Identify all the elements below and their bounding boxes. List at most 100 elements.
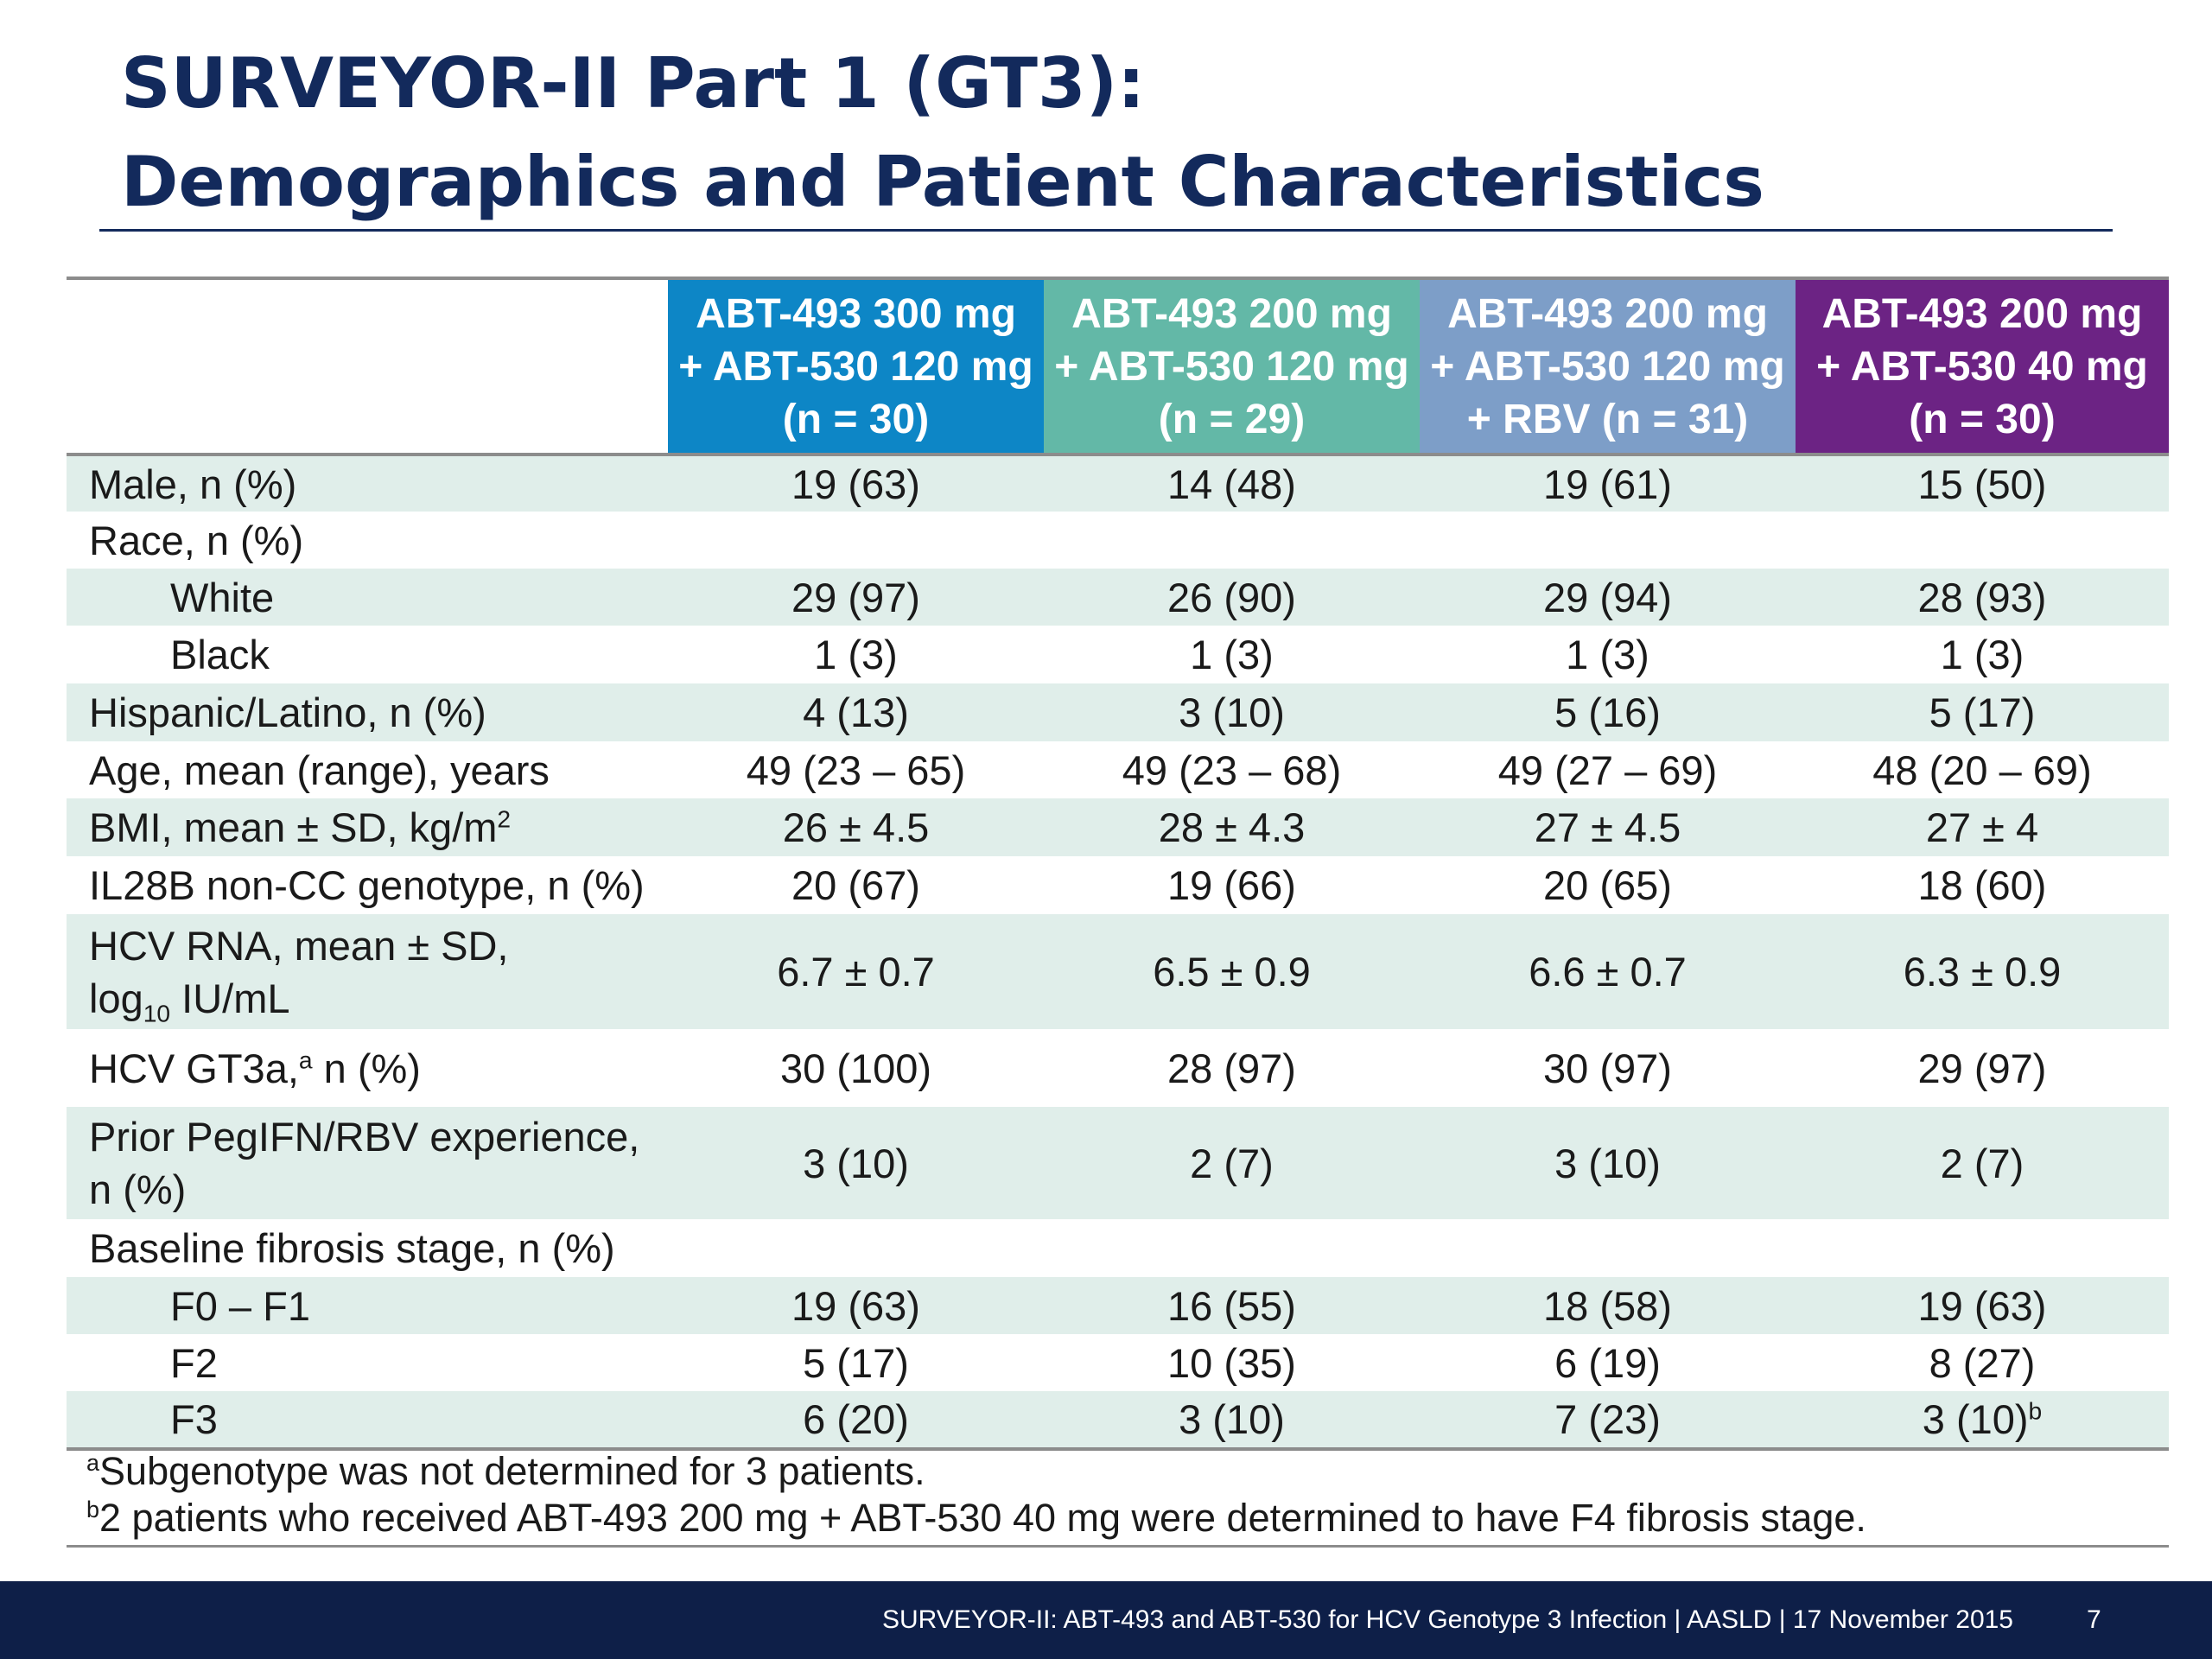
table-cell: 18 (60): [1796, 856, 2169, 914]
table-cell: [1796, 512, 2169, 569]
table-cell: 8 (27): [1796, 1334, 2169, 1391]
slide-title-line-2: Demographics and Patient Characteristics: [121, 142, 1764, 222]
row-label: Race, n (%): [67, 512, 668, 569]
table-cell: 5 (17): [668, 1334, 1044, 1391]
table-cell: 19 (63): [668, 454, 1044, 512]
table-row-black: Black 1 (3) 1 (3) 1 (3) 1 (3): [67, 626, 2169, 683]
row-label: HCV GT3a,a n (%): [67, 1029, 668, 1107]
table-cell: 49 (23 – 65): [668, 741, 1044, 798]
table-cell: 49 (27 – 69): [1420, 741, 1796, 798]
table-cell: 3 (10)b: [1796, 1391, 2169, 1451]
table-cell: 1 (3): [1044, 626, 1420, 683]
table-cell: 4 (13): [668, 683, 1044, 741]
table-cell: 30 (100): [668, 1029, 1044, 1107]
row-label: Baseline fibrosis stage, n (%): [67, 1219, 668, 1277]
demographics-table: ABT-493 300 mg + ABT-530 120 mg (n = 30)…: [67, 276, 2169, 1451]
table-cell: 6 (20): [668, 1391, 1044, 1451]
table-cell: [668, 512, 1044, 569]
row-label: White: [67, 569, 668, 626]
table-cell: 16 (55): [1044, 1277, 1420, 1334]
column-header-3: ABT-493 200 mg + ABT-530 120 mg + RBV (n…: [1420, 276, 1796, 456]
table-cell: 2 (7): [1044, 1107, 1420, 1219]
footnote-a: aSubgenotype was not determined for 3 pa…: [86, 1449, 925, 1493]
column-header-4: ABT-493 200 mg + ABT-530 40 mg (n = 30): [1796, 276, 2169, 456]
table-row-fibrosis: Baseline fibrosis stage, n (%): [67, 1219, 2169, 1277]
table-row-prior-peginf: Prior PegIFN/RBV experience, n (%) 3 (10…: [67, 1107, 2169, 1219]
table-cell: [1420, 1219, 1796, 1277]
table-row-gt3a: HCV GT3a,a n (%) 30 (100) 28 (97) 30 (97…: [67, 1029, 2169, 1107]
row-label: IL28B non-CC genotype, n (%): [67, 856, 668, 914]
table-cell: 26 (90): [1044, 569, 1420, 626]
column-header-2: ABT-493 200 mg + ABT-530 120 mg (n = 29): [1044, 276, 1420, 456]
table-row-male: Male, n (%) 19 (63) 14 (48) 19 (61) 15 (…: [67, 454, 2169, 512]
footer-text: SURVEYOR-II: ABT-493 and ABT-530 for HCV…: [881, 1605, 2013, 1634]
table-cell: 3 (10): [1044, 683, 1420, 741]
table-cell: 28 (97): [1044, 1029, 1420, 1107]
row-label: F3: [67, 1391, 668, 1451]
row-label: Prior PegIFN/RBV experience, n (%): [67, 1107, 668, 1219]
row-label: F0 – F1: [67, 1277, 668, 1334]
table-header-row: ABT-493 300 mg + ABT-530 120 mg (n = 30)…: [67, 276, 2169, 456]
table-cell: 19 (63): [1796, 1277, 2169, 1334]
column-header-1: ABT-493 300 mg + ABT-530 120 mg (n = 30): [668, 276, 1044, 456]
table-cell: 19 (61): [1420, 454, 1796, 512]
table-cell: 5 (16): [1420, 683, 1796, 741]
table-header-corner: [67, 276, 668, 456]
row-label: Hispanic/Latino, n (%): [67, 683, 668, 741]
row-label: BMI, mean ± SD, kg/m2: [67, 798, 668, 856]
table-cell: 6.6 ± 0.7: [1420, 914, 1796, 1029]
table-cell: 10 (35): [1044, 1334, 1420, 1391]
title-divider: [99, 229, 2113, 232]
footnote-divider: [67, 1545, 2169, 1548]
table-cell: 19 (63): [668, 1277, 1044, 1334]
table-cell: 5 (17): [1796, 683, 2169, 741]
table-cell: 48 (20 – 69): [1796, 741, 2169, 798]
row-label: F2: [67, 1334, 668, 1391]
table-cell: 27 ± 4: [1796, 798, 2169, 856]
footnotes: aSubgenotype was not determined for 3 pa…: [86, 1448, 2160, 1541]
table-cell: 3 (10): [1044, 1391, 1420, 1451]
table-cell: 1 (3): [1796, 626, 2169, 683]
table-row-hispanic: Hispanic/Latino, n (%) 4 (13) 3 (10) 5 (…: [67, 683, 2169, 741]
table-cell: 1 (3): [668, 626, 1044, 683]
footnote-b: b2 patients who received ABT-493 200 mg …: [86, 1496, 1866, 1540]
table-cell: 28 (93): [1796, 569, 2169, 626]
table-cell: 3 (10): [668, 1107, 1044, 1219]
table-cell: 6.5 ± 0.9: [1044, 914, 1420, 1029]
footer-bar: SURVEYOR-II: ABT-493 and ABT-530 for HCV…: [0, 1581, 2212, 1659]
table-row-bmi: BMI, mean ± SD, kg/m2 26 ± 4.5 28 ± 4.3 …: [67, 798, 2169, 856]
slide-title: SURVEYOR-II Part 1 (GT3): Demographics a…: [121, 35, 2108, 232]
row-label: HCV RNA, mean ± SD, log10 IU/mL: [67, 914, 668, 1029]
table-row-white: White 29 (97) 26 (90) 29 (94) 28 (93): [67, 569, 2169, 626]
table-cell: 26 ± 4.5: [668, 798, 1044, 856]
table-cell: 18 (58): [1420, 1277, 1796, 1334]
table-cell: 2 (7): [1796, 1107, 2169, 1219]
table-cell: [1420, 512, 1796, 569]
slide-title-line-1: SURVEYOR-II Part 1 (GT3):: [121, 43, 1146, 124]
table-cell: 14 (48): [1044, 454, 1420, 512]
table-cell: 6 (19): [1420, 1334, 1796, 1391]
table-cell: 20 (65): [1420, 856, 1796, 914]
row-label: Male, n (%): [67, 454, 668, 512]
table-cell: [1044, 512, 1420, 569]
table-row-race: Race, n (%): [67, 512, 2169, 569]
table-cell: [1796, 1219, 2169, 1277]
table-cell: [668, 1219, 1044, 1277]
table-cell: 19 (66): [1044, 856, 1420, 914]
table-row-hcv-rna: HCV RNA, mean ± SD, log10 IU/mL 6.7 ± 0.…: [67, 914, 2169, 1029]
table-cell: [1044, 1219, 1420, 1277]
table-cell: 6.3 ± 0.9: [1796, 914, 2169, 1029]
page-number: 7: [2087, 1605, 2101, 1634]
table-row-f3: F3 6 (20) 3 (10) 7 (23) 3 (10)b: [67, 1391, 2169, 1451]
table-cell: 49 (23 – 68): [1044, 741, 1420, 798]
table-cell: 28 ± 4.3: [1044, 798, 1420, 856]
table-row-il28b: IL28B non-CC genotype, n (%) 20 (67) 19 …: [67, 856, 2169, 914]
table-cell: 29 (97): [668, 569, 1044, 626]
table-cell: 27 ± 4.5: [1420, 798, 1796, 856]
table-row-f0-f1: F0 – F1 19 (63) 16 (55) 18 (58) 19 (63): [67, 1277, 2169, 1334]
row-label: Age, mean (range), years: [67, 741, 668, 798]
table-cell: 15 (50): [1796, 454, 2169, 512]
row-label: Black: [67, 626, 668, 683]
table-row-f2: F2 5 (17) 10 (35) 6 (19) 8 (27): [67, 1334, 2169, 1391]
table-cell: 29 (94): [1420, 569, 1796, 626]
